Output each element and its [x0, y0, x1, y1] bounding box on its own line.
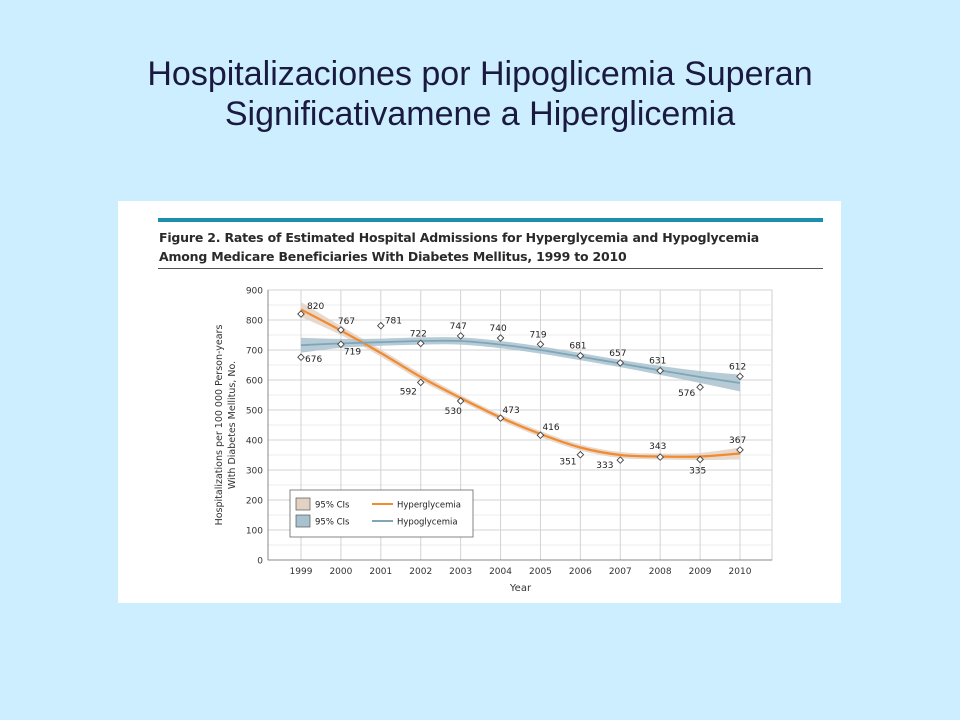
hyperglycemia-point — [456, 397, 465, 405]
x-tick-label: 1999 — [290, 567, 313, 577]
hyperglycemia-point — [496, 414, 505, 422]
hypoglycemia-legend-line-label: Hypoglycemia — [397, 518, 458, 528]
y-tick-label: 200 — [246, 497, 263, 507]
hypoglycemia-point — [736, 372, 744, 381]
y-tick-label: 0 — [257, 557, 263, 567]
hypoglycemia-point — [376, 321, 385, 330]
hypoglycemia-legend-ci-swatch — [295, 514, 311, 528]
x-tick-label: 2009 — [689, 567, 712, 577]
y-tick-label: 100 — [246, 527, 263, 537]
x-tick-label: 2002 — [409, 567, 432, 577]
data-label: 719 — [529, 330, 546, 340]
data-label: 681 — [569, 342, 586, 352]
hyperglycemia-point — [656, 453, 665, 461]
data-label: 657 — [609, 349, 626, 359]
hypoglycemia-point — [616, 359, 625, 367]
figure-title-line-2: Among Medicare Beneficiaries With Diabet… — [159, 249, 627, 264]
x-tick-label: 2001 — [369, 567, 392, 577]
hypoglycemia-point — [337, 340, 345, 349]
data-label: 367 — [729, 436, 746, 446]
data-label: 631 — [649, 357, 666, 367]
x-tick-label: 2006 — [569, 567, 592, 577]
data-label: 612 — [729, 362, 746, 372]
hypoglycemia-point — [496, 334, 505, 342]
hyperglycemia-line — [300, 308, 741, 458]
y-tick-label: 600 — [246, 377, 263, 387]
data-label: 722 — [410, 329, 427, 339]
figure-title-rule — [158, 268, 823, 269]
hyperglycemia-point — [576, 450, 585, 459]
data-label: 351 — [559, 458, 576, 468]
x-tick-label: 2007 — [609, 567, 632, 577]
hyperglycemia-point — [736, 446, 744, 454]
data-label: 335 — [689, 467, 706, 477]
data-label: 576 — [678, 389, 695, 399]
legend-box — [289, 489, 474, 538]
hyperglycemia-point — [696, 455, 704, 464]
hyperglycemia-point — [416, 378, 425, 387]
y-axis-title-line-2: With Diabetes Mellitus, No. — [227, 361, 238, 489]
data-label: 530 — [445, 407, 462, 417]
hypoglycemia-point — [456, 332, 465, 340]
hypoglycemia-point — [696, 383, 704, 392]
y-axis-title-line-1: Hospitalizations per 100 000 Person-year… — [214, 325, 225, 526]
x-tick-label: 2004 — [489, 567, 512, 577]
hypoglycemia-point — [536, 340, 545, 349]
data-label: 343 — [649, 442, 666, 452]
data-label: 747 — [450, 322, 467, 332]
hyperglycemia-legend-ci-label: 95% CIs — [315, 501, 350, 511]
x-tick-label: 2003 — [449, 567, 472, 577]
data-label: 676 — [305, 355, 322, 365]
data-label: 781 — [385, 317, 402, 327]
data-label: 592 — [400, 387, 417, 397]
slide-title: Hospitalizaciones por Hipoglicemia Super… — [0, 54, 960, 134]
hyperglycemia-ci-band — [301, 302, 740, 461]
figure-title-line-1: Figure 2. Rates of Estimated Hospital Ad… — [159, 230, 760, 245]
data-label: 416 — [542, 423, 559, 433]
y-tick-label: 400 — [246, 437, 263, 447]
hypoglycemia-point — [576, 351, 585, 360]
hyperglycemia-legend-line-label: Hyperglycemia — [397, 501, 461, 511]
slide-title-line-2: Significativamene a Hiperglicemia — [224, 95, 736, 133]
hypoglycemia-point — [416, 339, 425, 348]
x-tick-label: 2000 — [329, 567, 352, 577]
y-tick-label: 700 — [246, 347, 263, 357]
hypoglycemia-point — [297, 353, 305, 362]
hypoglycemia-legend-ci-label: 95% CIs — [315, 518, 350, 528]
y-tick-label: 500 — [246, 407, 263, 417]
data-label: 333 — [596, 461, 613, 471]
figure-title: Figure 2. Rates of Estimated Hospital Ad… — [159, 228, 819, 266]
data-label: 719 — [344, 347, 361, 357]
figure-panel: Figure 2. Rates of Estimated Hospital Ad… — [118, 201, 841, 603]
hyperglycemia-point — [337, 326, 345, 334]
x-tick-label: 2008 — [649, 567, 672, 577]
figure-accent-bar — [158, 218, 823, 222]
x-tick-label: 2005 — [529, 567, 552, 577]
slide-title-line-1: Hospitalizaciones por Hipoglicemia Super… — [147, 55, 813, 93]
hyperglycemia-point — [536, 431, 545, 440]
hyperglycemia-point — [297, 310, 305, 318]
data-label: 820 — [307, 302, 324, 312]
data-label: 740 — [490, 324, 507, 334]
line-chart: 0 100 200 300 400 500 600 700 800 900 1999 2000 2001… — [214, 287, 773, 594]
y-tick-label: 800 — [246, 317, 263, 327]
data-label: 767 — [338, 317, 355, 327]
hyperglycemia-legend-ci-swatch — [295, 497, 311, 511]
y-tick-label: 300 — [246, 467, 263, 477]
hyperglycemia-point — [616, 456, 625, 464]
y-tick-label: 900 — [246, 287, 263, 297]
x-axis-title: Year — [509, 583, 532, 594]
x-tick-label: 2010 — [729, 567, 752, 577]
hypoglycemia-point — [656, 366, 665, 375]
data-label: 473 — [503, 406, 520, 416]
